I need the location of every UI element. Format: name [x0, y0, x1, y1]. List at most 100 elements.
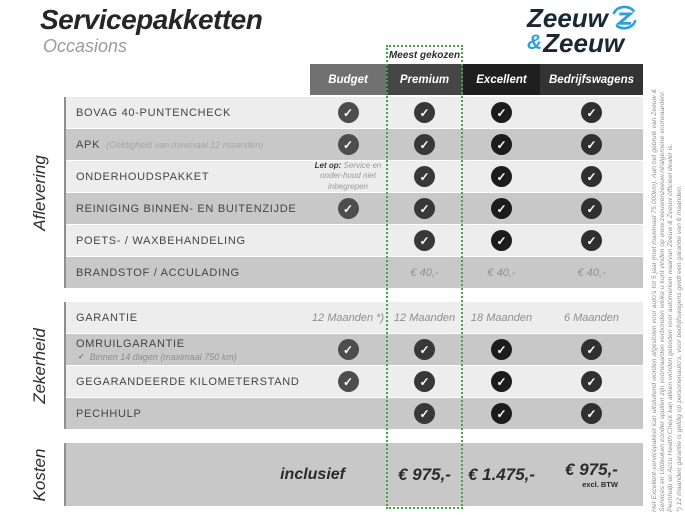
- cell-value: 12 Maanden *): [311, 311, 385, 324]
- logo-text-bottom: Zeeuw: [543, 28, 625, 58]
- cell-premium: € 40,-: [386, 267, 463, 279]
- cell-premium: 12 Maanden: [386, 312, 463, 324]
- price-wrap: € 975,-: [398, 466, 451, 483]
- check-icon: ✓: [414, 339, 435, 361]
- check-icon: ✓: [414, 166, 435, 188]
- cell-excellent: ✓: [463, 230, 540, 252]
- cell-value: 18 Maanden: [470, 311, 533, 324]
- column-header-label: Premium: [399, 73, 450, 86]
- logo-text-top: Zeeuw: [527, 3, 608, 33]
- logo-ampersand: &: [527, 31, 543, 54]
- fine-print: Het Excellent-servicepakket kan uitsluit…: [651, 88, 684, 512]
- fine-print-line-4: *) 12 maanden garantie is geldig op pers…: [675, 185, 683, 512]
- table-row: PECHHULP ✓ ✓ ✓: [66, 398, 643, 430]
- check-icon: ✓: [581, 198, 602, 220]
- check-icon: ✓: [337, 198, 359, 220]
- cell-value: € 40,-: [487, 266, 516, 279]
- inclusief-label: inclusief: [280, 465, 345, 483]
- section-rule: [64, 97, 66, 289]
- cell-budget: ✓: [310, 102, 386, 123]
- cell-excellent: ✓: [463, 371, 540, 393]
- page-title: Servicepakketten: [40, 4, 263, 35]
- row-label-cell: ONDERHOUDSPAKKET: [66, 171, 310, 183]
- cell-value: € 40,-: [577, 266, 606, 279]
- cell-premium: ✓: [386, 166, 463, 188]
- check-icon: ✓: [491, 198, 512, 220]
- cell-budget: Let op: Service en onder-houd niet inbeg…: [310, 161, 386, 192]
- budget-note: Let op: Service en onder-houd niet inbeg…: [314, 161, 382, 191]
- check-icon: ✓: [581, 166, 602, 188]
- check-icon: ✓: [581, 339, 602, 361]
- row-label-cell: inclusief: [66, 466, 345, 484]
- table-row: OMRUILGARANTIE ✓ Binnen 14 dagen (maximaal…: [66, 334, 643, 366]
- row-label-line: APK (Geldigheid van minimaal 12 maanden): [76, 139, 310, 151]
- row-subnote: ✓ Binnen 14 dagen (maximaal 750 km): [76, 352, 310, 362]
- check-icon: ✓: [491, 339, 512, 361]
- cell-excellent: € 1.475,-: [463, 466, 540, 483]
- cell-bedrijfswagens: ✓: [540, 166, 643, 188]
- check-icon: ✓: [337, 134, 359, 155]
- row-label-cell: PECHHULP: [66, 408, 310, 420]
- table-row: GARANTIE 12 Maanden *) 12 Maanden 18 Maande…: [66, 302, 643, 334]
- column-header-bedrijfswagens: Bedrijfswagens: [540, 64, 643, 95]
- check-icon: ✓: [337, 339, 359, 361]
- cell-bedrijfswagens: 6 Maanden: [540, 312, 643, 324]
- price-subtext: excl. BTW: [582, 479, 618, 489]
- cell-value: 6 Maanden: [563, 311, 620, 324]
- small-check-icon: ✓: [78, 352, 85, 362]
- meest-gekozen-badge: Meest gekozen: [388, 47, 461, 64]
- fine-print-line-2: Services en Uitdeuken zonder spuiten zij…: [659, 90, 667, 512]
- row-label: APK: [76, 138, 101, 151]
- check-icon: ✓: [491, 403, 512, 425]
- logo-line-2: & Zeeuw: [527, 28, 638, 58]
- row-label-cell: REINIGING BINNEN- EN BUITENZIJDE: [66, 203, 310, 215]
- cell-excellent: ✓: [463, 134, 540, 155]
- fine-print-line-1: Het Excellent-servicepakket kan uitsluit…: [651, 88, 658, 512]
- fine-print-line-3: Pechhulp en Accu Health Check kan alleen…: [667, 143, 675, 512]
- check-icon: ✓: [414, 371, 435, 393]
- row-label: BOVAG 40-PUNTENCHECK: [76, 106, 231, 119]
- check-icon: ✓: [337, 371, 359, 393]
- column-header-premium: Premium: [386, 64, 463, 95]
- cell-budget: ✓: [310, 371, 386, 393]
- cell-bedrijfswagens: ✓: [540, 230, 643, 252]
- cell-excellent: ✓: [463, 339, 540, 361]
- row-label: GEGARANDEERDE KILOMETERSTAND: [76, 375, 300, 388]
- row-label-cell: OMRUILGARANTIE ✓ Binnen 14 dagen (maximaal…: [66, 338, 310, 362]
- column-header-label: Excellent: [476, 73, 527, 86]
- row-label-line: POETS- / WAXBEHANDELING: [76, 235, 310, 247]
- row-label: GARANTIE: [76, 311, 138, 324]
- row-label: POETS- / WAXBEHANDELING: [76, 234, 246, 247]
- section-label-aflevering: Aflevering: [30, 154, 49, 231]
- check-icon: ✓: [581, 102, 602, 123]
- logo-line-1: Zeeuw: [527, 5, 638, 31]
- cell-premium: ✓: [386, 403, 463, 425]
- check-icon: ✓: [581, 134, 602, 155]
- page-subtitle: Occasions: [43, 36, 128, 56]
- row-label-line: PECHHULP: [76, 408, 310, 420]
- row-label: PECHHULP: [76, 407, 142, 420]
- cell-bedrijfswagens: ✓: [540, 371, 643, 393]
- cell-excellent: 18 Maanden: [463, 312, 540, 324]
- row-label: ONDERHOUDSPAKKET: [76, 170, 210, 183]
- table-row: BOVAG 40-PUNTENCHECK ✓ ✓ ✓ ✓: [66, 97, 643, 128]
- note-bold: Let op:: [314, 161, 344, 170]
- section-label-zekerheid: Zekerheid: [30, 327, 49, 404]
- cell-bedrijfswagens: ✓: [540, 339, 643, 361]
- cell-premium: ✓: [386, 230, 463, 252]
- cell-bedrijfswagens: ✓: [540, 134, 643, 155]
- cell-budget: ✓: [310, 339, 386, 361]
- row-sublabel: (Geldigheid van minimaal 12 maanden): [106, 139, 264, 150]
- table-row: APK (Geldigheid van minimaal 12 maanden) ✓…: [66, 129, 643, 160]
- row-label-cell: POETS- / WAXBEHANDELING: [66, 235, 310, 247]
- cell-bedrijfswagens: ✓: [540, 102, 643, 123]
- cell-excellent: ✓: [463, 166, 540, 188]
- section-kosten: Kosten inclusief € 975,- € 1.475,- € 975,- ex…: [30, 443, 643, 507]
- section-zekerheid: Zekerheid GARANTIE 12 Maanden *) 12 Maanden…: [30, 302, 643, 430]
- cell-excellent: ✓: [463, 102, 540, 123]
- column-header-excellent: Excellent: [463, 64, 540, 95]
- zeeuw-zeeuw-logo: Zeeuw & Zeeuw: [527, 5, 638, 58]
- table-row: POETS- / WAXBEHANDELING ✓ ✓ ✓: [66, 225, 643, 257]
- table-row: inclusief € 975,- € 1.475,- € 975,- excl. BT…: [66, 443, 643, 507]
- cell-excellent: € 40,-: [463, 267, 540, 279]
